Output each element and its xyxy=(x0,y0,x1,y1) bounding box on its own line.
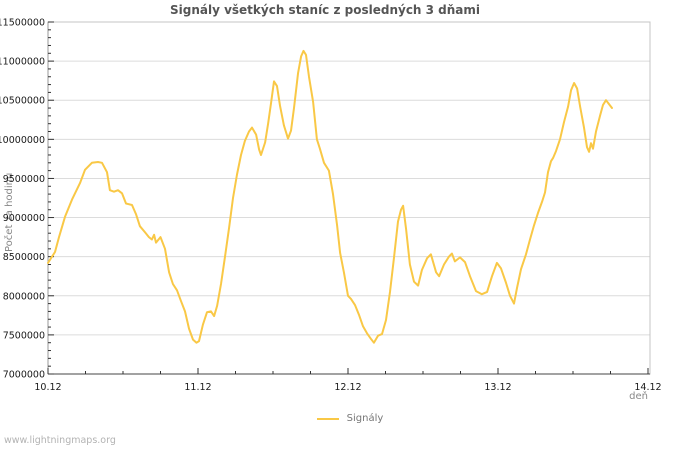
y-tick-label: 11500000 xyxy=(0,18,45,29)
x-tick-label: 13.12 xyxy=(484,382,511,393)
x-tick-label: 10.12 xyxy=(34,382,61,393)
legend: Signály xyxy=(0,413,700,424)
x-tick-label: 11.12 xyxy=(184,382,211,393)
y-tick-label: 10500000 xyxy=(0,96,45,107)
y-tick-label: 7000000 xyxy=(3,370,45,381)
x-tick-label: 14.12 xyxy=(634,382,661,393)
legend-series-label: Signály xyxy=(346,413,384,424)
x-axis-label: deň xyxy=(629,391,648,402)
y-tick-label: 9000000 xyxy=(3,213,45,224)
plot-border xyxy=(47,21,651,375)
x-tick-label: 12.12 xyxy=(334,382,361,393)
y-tick-label: 8000000 xyxy=(3,291,45,302)
y-tick-label: 9500000 xyxy=(3,174,45,185)
y-tick-label: 8500000 xyxy=(3,252,45,263)
y-tick-label: 7500000 xyxy=(3,330,45,341)
y-tick-label: 10000000 xyxy=(0,135,45,146)
watermark: www.lightningmaps.org xyxy=(4,435,116,446)
legend-line-swatch xyxy=(316,417,339,420)
signal-line xyxy=(47,49,613,344)
chart-title: Signály všetkých staníc z posledných 3 d… xyxy=(169,3,481,17)
y-tick-label: 11000000 xyxy=(0,57,45,68)
